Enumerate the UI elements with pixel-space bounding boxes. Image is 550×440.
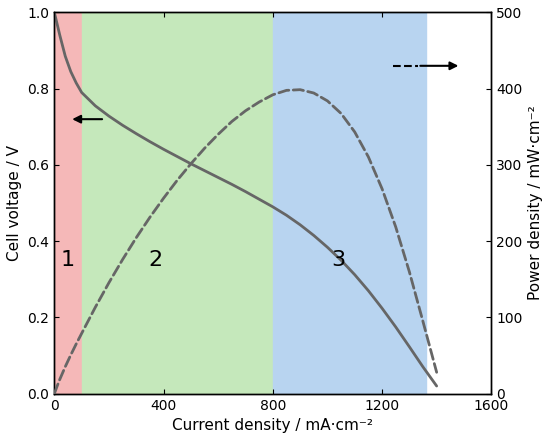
X-axis label: Current density / mA·cm⁻²: Current density / mA·cm⁻² <box>172 418 373 433</box>
Y-axis label: Power density / mW·cm⁻²: Power density / mW·cm⁻² <box>528 106 543 301</box>
Text: 2: 2 <box>148 250 162 270</box>
Y-axis label: Cell voltage / V: Cell voltage / V <box>7 145 22 261</box>
Bar <box>54 12 81 394</box>
Bar <box>273 12 426 394</box>
Bar <box>81 12 273 394</box>
Text: 3: 3 <box>331 250 345 270</box>
Text: 1: 1 <box>61 250 75 270</box>
